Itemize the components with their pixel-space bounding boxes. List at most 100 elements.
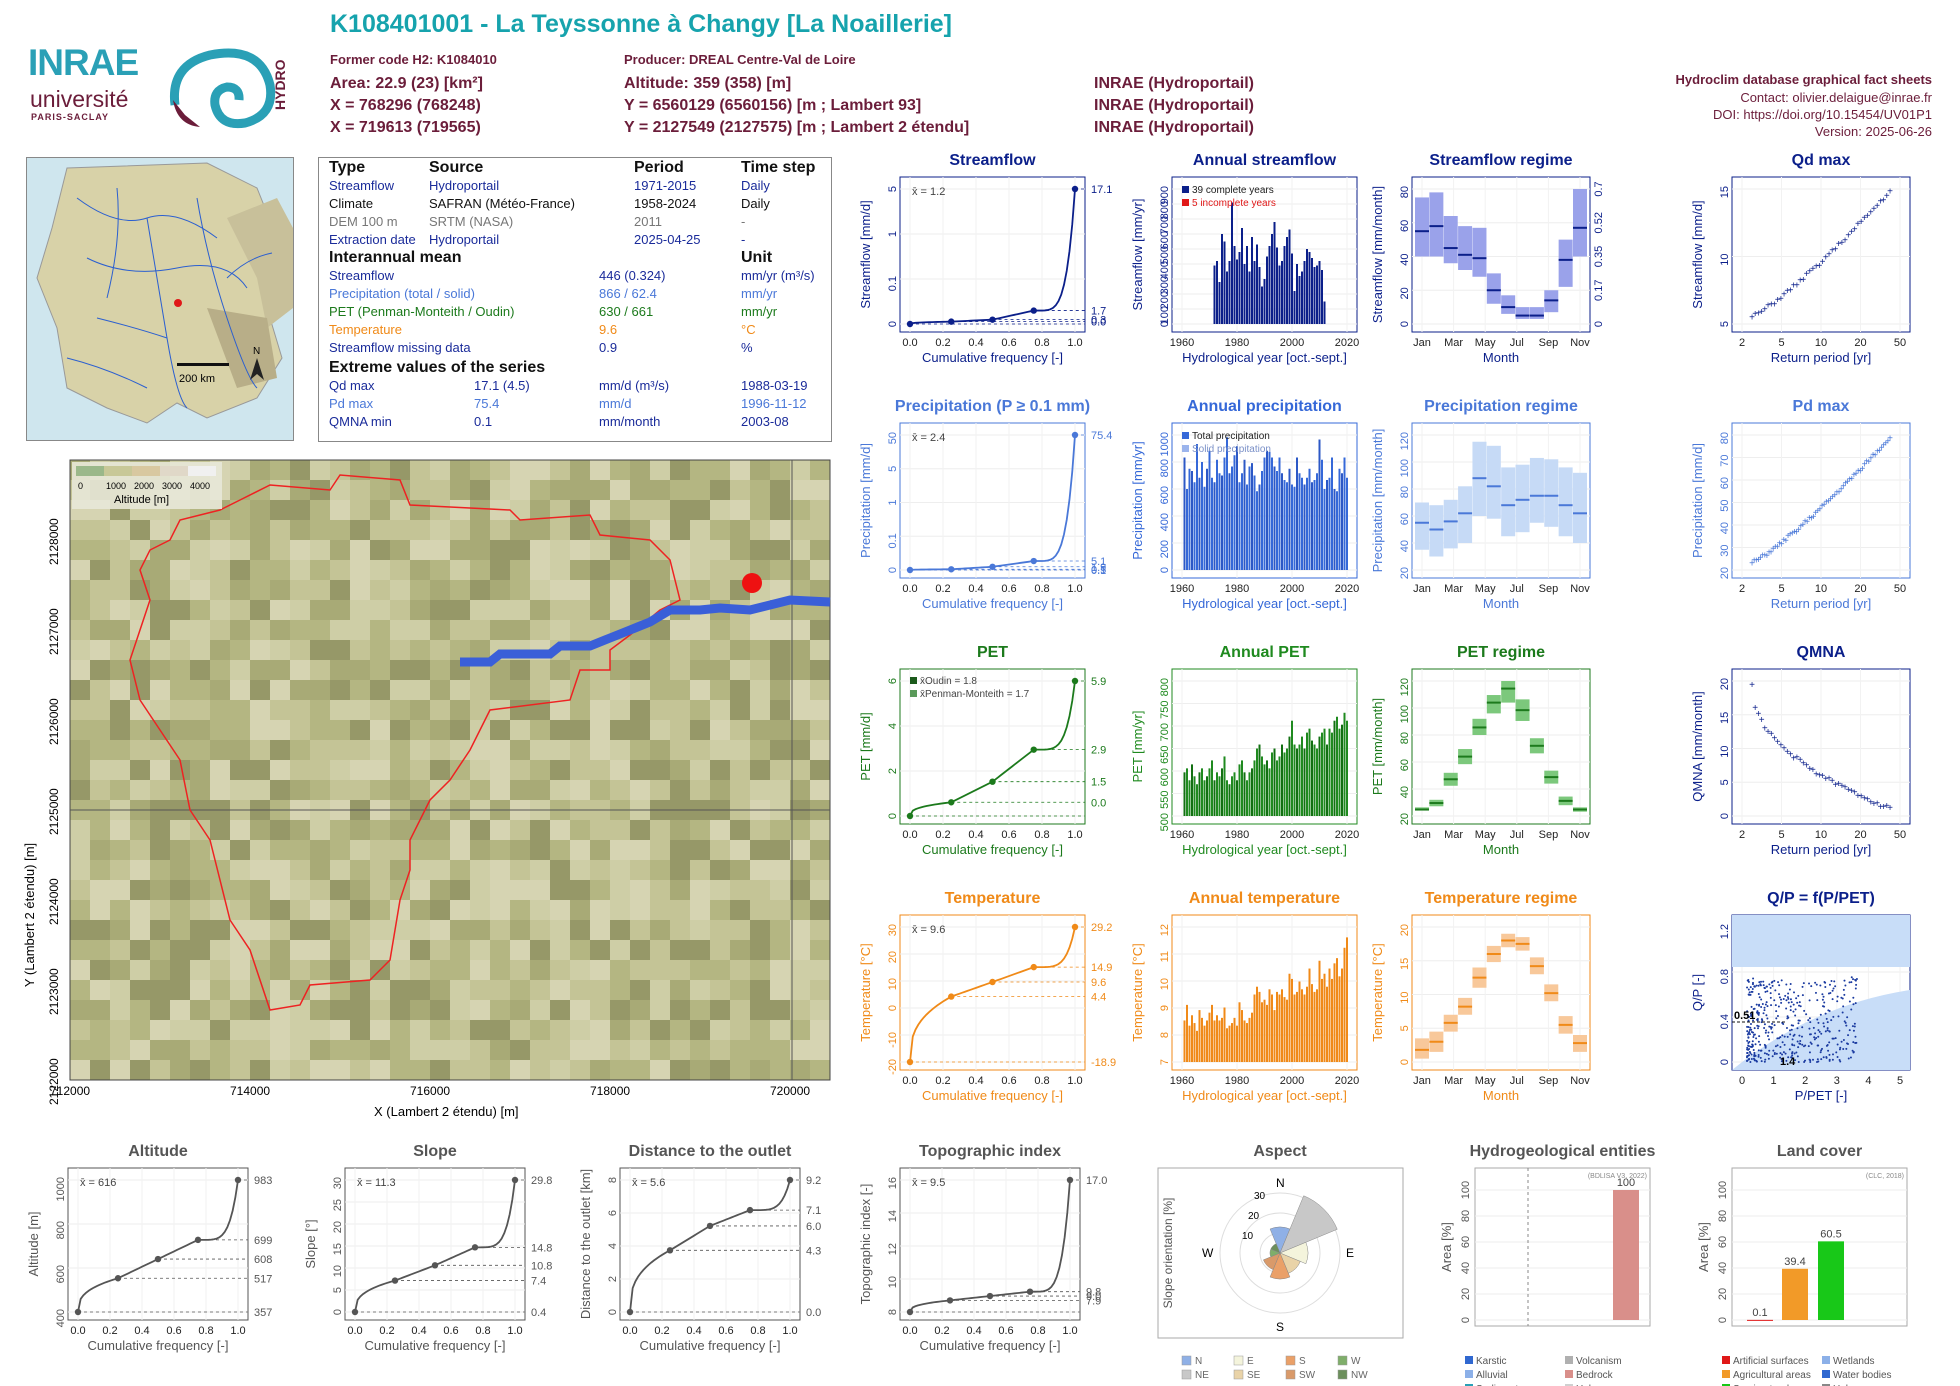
return-point: + (1830, 492, 1836, 503)
qp-point (1749, 1060, 1752, 1063)
qp-point (1824, 1012, 1827, 1015)
return-point: + (1884, 191, 1890, 202)
bar (1253, 261, 1256, 324)
x-tick: 2 (1739, 583, 1745, 595)
qp-point (1828, 1030, 1831, 1033)
info-row-cell: DEM 100 m (329, 214, 398, 229)
y-tick: 800 (1159, 678, 1171, 696)
regime-box (1486, 695, 1501, 714)
return-point: + (1858, 792, 1864, 803)
qp-point (1797, 994, 1800, 997)
bar (1268, 989, 1271, 1062)
qp-point (1750, 1045, 1753, 1048)
qp-point (1765, 1014, 1768, 1017)
qp-point (1757, 984, 1760, 987)
y-tick: 20 (1399, 813, 1411, 825)
x-tick: 3 (1834, 1075, 1840, 1087)
qp-point (1746, 1048, 1749, 1051)
y-tick: 8 (1159, 1032, 1171, 1038)
y-tick: 0.1 (887, 533, 899, 548)
return-point: + (1768, 548, 1774, 559)
return-point: + (1779, 539, 1785, 550)
right-tick: 0 (1593, 321, 1605, 327)
qp-point (1854, 978, 1857, 981)
qp-point (1851, 1049, 1854, 1052)
regime-box (1501, 295, 1516, 314)
qp-point (1803, 1060, 1806, 1063)
bar (1248, 772, 1251, 816)
producer: Producer: DREAL Centre-Val de Loire (624, 52, 856, 67)
y-tick: 60 (1399, 759, 1411, 771)
x-tick: Mar (1444, 337, 1463, 349)
qp-point (1816, 1058, 1819, 1061)
return-point: + (1836, 779, 1842, 790)
y-tick: 30 (887, 924, 899, 936)
qp-point (1832, 1037, 1835, 1040)
qp-point (1785, 1059, 1788, 1062)
y-tick: 20 (1717, 1288, 1729, 1300)
bar (1201, 1017, 1203, 1062)
y-label: Precipitation [mm/d] (858, 443, 873, 558)
y-tick: 600 (1159, 486, 1171, 504)
return-point: + (1855, 219, 1861, 230)
x-tick: 0.0 (902, 583, 917, 595)
qp-point (1751, 1040, 1754, 1043)
qp-point (1819, 1051, 1822, 1054)
y-label: Slope orientation [%] (1161, 1198, 1175, 1309)
return-point: + (1792, 527, 1798, 538)
qp-annot-x: 1.4 (1780, 1056, 1796, 1068)
bar (1223, 756, 1226, 816)
y-tick: 20 (887, 951, 899, 963)
bar (1291, 720, 1293, 816)
qp-point (1750, 1030, 1753, 1033)
qp-point (1789, 1009, 1792, 1012)
bar (1298, 473, 1301, 570)
legend-swatch (160, 466, 188, 476)
qp-point (1775, 1017, 1778, 1020)
x-tick: 0.8 (750, 1325, 765, 1337)
quantile-point (666, 1247, 674, 1254)
y-label: Area [%] (1439, 1222, 1454, 1272)
qp-point (1752, 1034, 1755, 1037)
y-label: PET [mm/yr] (1130, 711, 1145, 783)
y-lambert93: Y = 6560129 (6560156) [m ; Lambert 93] (624, 97, 922, 114)
x-tick: Nov (1570, 1075, 1590, 1087)
legend-tick: 2000 (134, 481, 154, 491)
quantile-point (1030, 557, 1037, 565)
bar (1193, 1023, 1196, 1062)
qp-point (1817, 1060, 1820, 1063)
bar-value: 60.5 (1820, 1228, 1841, 1240)
qp-point (1746, 1025, 1749, 1028)
qp-point (1751, 990, 1754, 993)
legend-entry: SE (1247, 1370, 1261, 1381)
x-tick: 0.4 (968, 337, 983, 349)
qp-point (1773, 979, 1776, 982)
bar (1288, 468, 1291, 570)
legend-title: Altitude [m] (114, 494, 169, 506)
qp-point (1763, 1026, 1766, 1029)
return-point: + (1781, 535, 1787, 546)
qp-point (1753, 1051, 1756, 1054)
bar (1306, 732, 1308, 816)
qp-point (1791, 1043, 1794, 1046)
legend-entry: Volcanism (1576, 1356, 1622, 1367)
return-point: + (1845, 785, 1851, 796)
return-point: + (1868, 798, 1874, 809)
qp-point (1777, 981, 1780, 984)
extreme-row-cell: 2003-08 (741, 414, 789, 429)
y-tick: 10 (1719, 746, 1731, 758)
info-row-cell: Extraction date (329, 232, 416, 247)
qp-point (1848, 1029, 1851, 1032)
return-point: + (1849, 474, 1855, 485)
y-tick: 10 (1719, 254, 1731, 266)
legend-swatch (188, 466, 216, 476)
bar (1221, 475, 1223, 570)
qp-point (1841, 997, 1844, 1000)
qp-point (1762, 1012, 1765, 1015)
qp-point (1842, 1039, 1845, 1042)
y-tick: 600 (1159, 231, 1171, 249)
qp-point (1787, 1001, 1790, 1004)
legend-entry: S (1299, 1356, 1306, 1367)
bar (1236, 1025, 1238, 1062)
qp-point (1834, 985, 1837, 988)
